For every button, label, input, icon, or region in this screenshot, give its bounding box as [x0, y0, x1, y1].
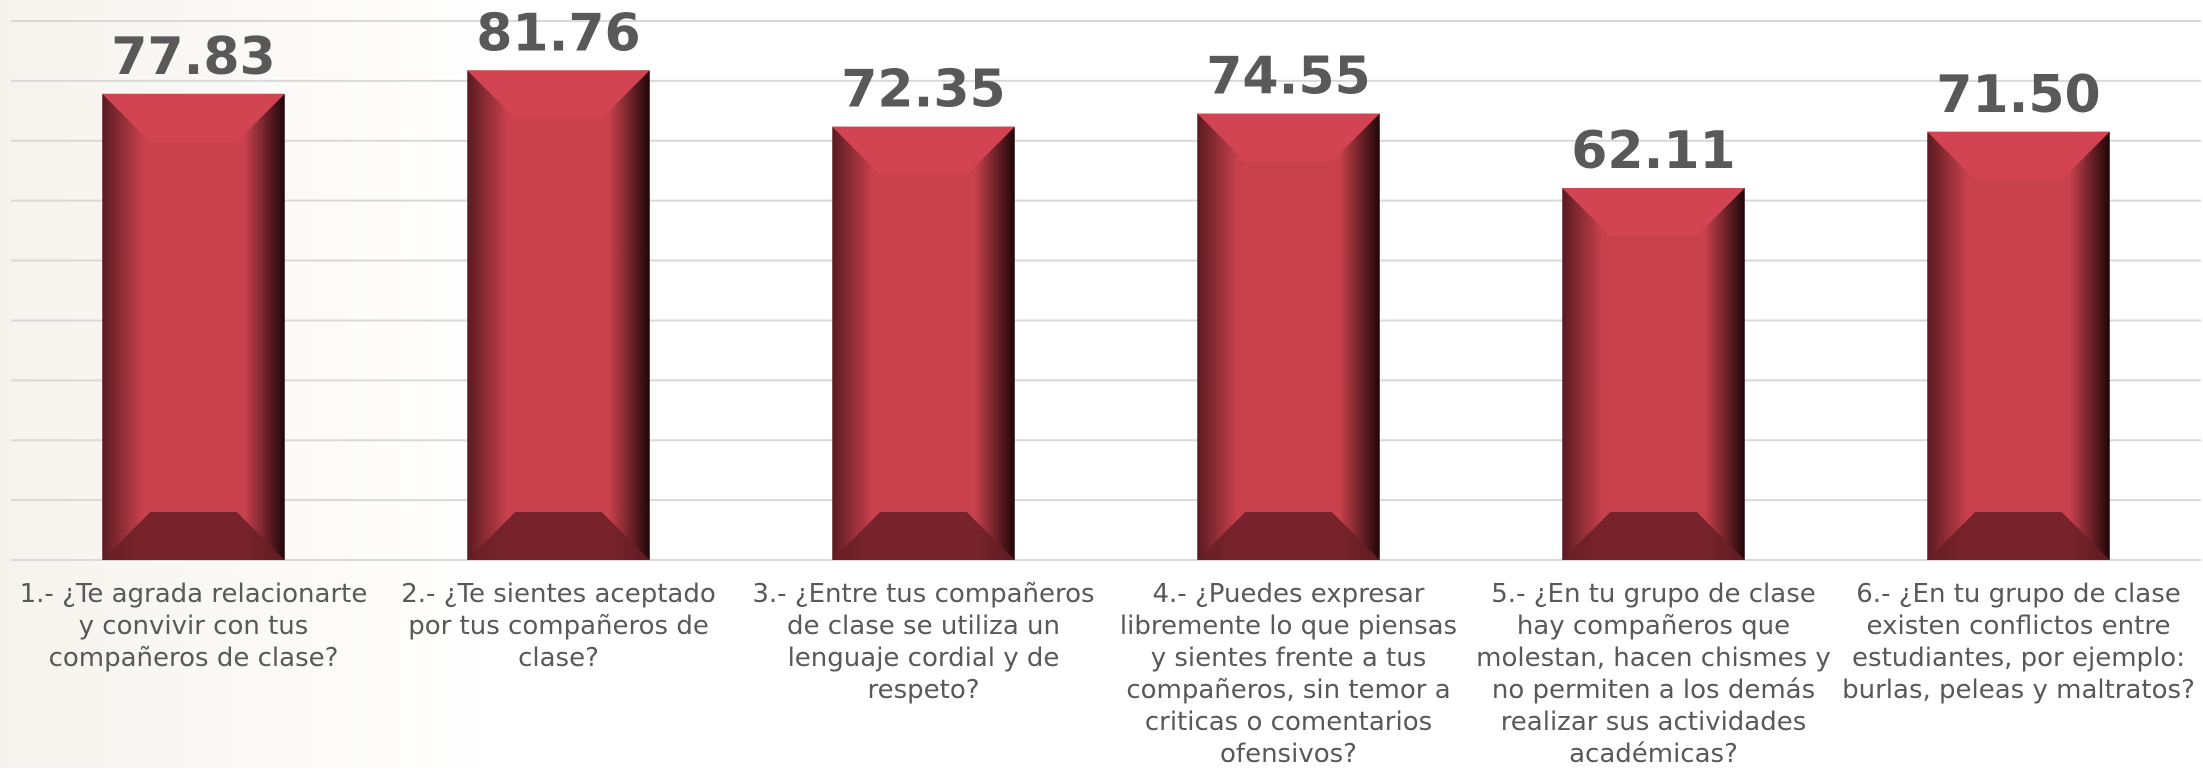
value-label: 77.83: [111, 27, 275, 87]
x-tick-label: 1.- ¿Te agrada relacionarte y convivir c…: [19, 579, 368, 673]
x-tick-label: 5.- ¿En tu grupo de clase hay compañeros…: [1476, 579, 1831, 769]
x-tick-label: 4.- ¿Puedes expresar libremente lo que p…: [1119, 579, 1458, 769]
value-label: 74.55: [1206, 47, 1370, 107]
bar-bevel-top: [832, 126, 1015, 175]
bar-bevel-bottom: [1927, 512, 2110, 560]
x-tick-label: 6.- ¿En tu grupo de clase existen confli…: [1842, 579, 2195, 705]
bar-bevel-top: [1927, 131, 2110, 180]
bar-bevel-bottom: [467, 512, 650, 560]
bar-face: [1610, 236, 1697, 513]
bar-bevel-bottom: [1562, 512, 1745, 560]
bar-face: [515, 118, 602, 512]
bar-bevel-bottom: [1197, 512, 1380, 560]
bar-bevel-bottom: [832, 512, 1015, 560]
x-tick-label: 2.- ¿Te sientes aceptado por tus compañe…: [401, 579, 716, 673]
bar-face: [880, 174, 967, 512]
bar-bevel-top: [102, 93, 285, 142]
bar-bevel-bottom: [102, 512, 285, 560]
value-label: 72.35: [841, 60, 1005, 120]
value-label: 62.11: [1571, 121, 1735, 181]
bar-face: [150, 141, 237, 513]
bar-bevel-top: [1197, 113, 1380, 162]
bar-bevel-top: [1562, 188, 1745, 237]
value-label: 81.76: [476, 3, 640, 63]
bar-face: [1245, 161, 1332, 513]
x-tick-label: 3.- ¿Entre tus compañeros de clase se ut…: [752, 579, 1095, 705]
bar-face: [1975, 179, 2062, 513]
value-label: 71.50: [1936, 65, 2100, 125]
bar-bevel-top: [467, 70, 650, 119]
